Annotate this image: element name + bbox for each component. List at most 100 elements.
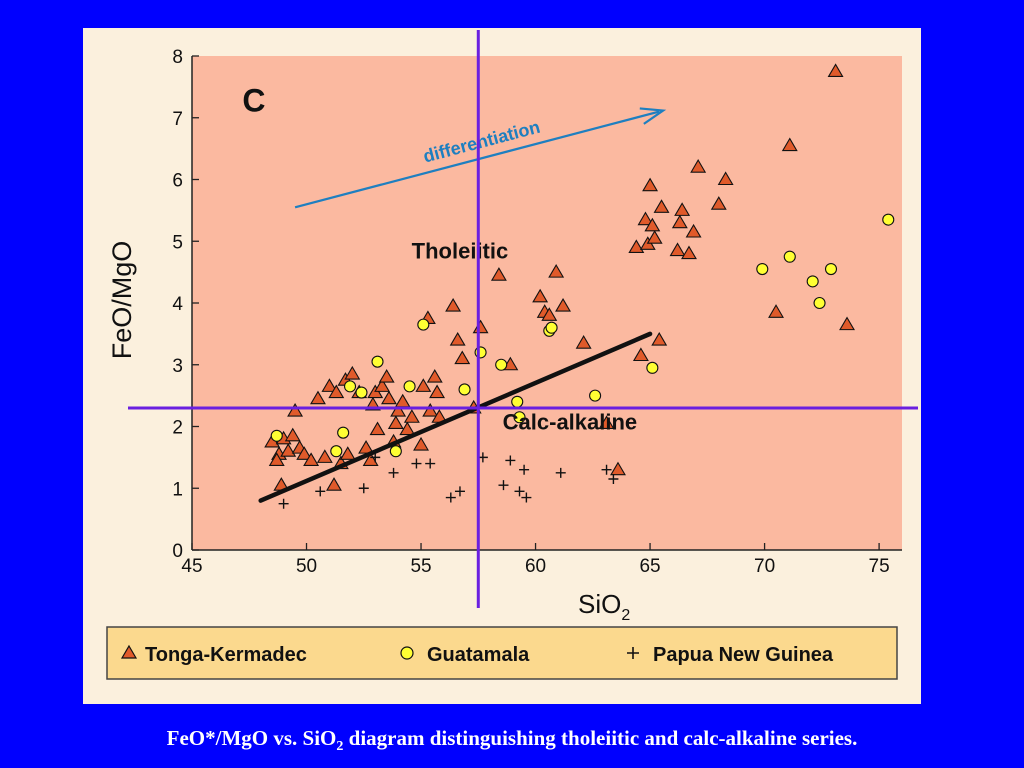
guatamala-point [330, 445, 343, 458]
tonga-kermadec-point [326, 477, 342, 491]
papua-new-guinea-point [370, 452, 381, 463]
tonga-kermadec-point [454, 350, 471, 365]
tonga-kermadec-point [674, 202, 691, 216]
tonga-kermadec-point [429, 384, 446, 399]
guatamala-point [371, 355, 384, 368]
papua-new-guinea-point [519, 464, 530, 475]
papua-new-guinea-point [425, 458, 436, 469]
tonga-kermadec-point [827, 63, 844, 77]
tonga-kermadec-point [415, 378, 432, 392]
x-axis-label: SiO2 [578, 589, 630, 624]
guatamala-point [824, 262, 838, 276]
guatamala-point [355, 386, 368, 399]
tonga-kermadec-point [669, 242, 686, 257]
papua-new-guinea-point [514, 486, 525, 497]
arrowhead-icon [639, 107, 667, 125]
legend-label-tonga: Tonga-Kermadec [145, 644, 307, 666]
legend-label-png: Papua New Guinea [653, 644, 834, 666]
caption-subscript: 2 [336, 739, 344, 755]
y-tick-label: 8 [172, 47, 183, 68]
guatamala-point [495, 358, 508, 371]
tonga-kermadec-point [632, 347, 649, 362]
tonga-kermadec-point [390, 402, 407, 417]
tonga-kermadec-point [374, 378, 391, 392]
papua-new-guinea-point [358, 483, 369, 494]
guatamala-point [511, 395, 524, 408]
tonga-kermadec-point [399, 421, 416, 436]
calc-alkaline-label: Calc-alkaline [503, 410, 638, 435]
panel-label: C [242, 83, 265, 119]
tonga-kermadec-point [280, 443, 297, 457]
y-tick-label: 1 [172, 479, 183, 500]
x-tick-label: 45 [181, 556, 202, 577]
papua-new-guinea-point [454, 486, 465, 497]
tonga-kermadec-point [284, 427, 301, 442]
legend-label-guatamala: Guatamala [427, 644, 530, 666]
guatamala-point [474, 346, 487, 359]
tonga-kermadec-point [541, 307, 558, 321]
tonga-kermadec-point [381, 390, 397, 405]
tonga-kermadec-point [339, 446, 356, 460]
guatamala-point [343, 380, 357, 393]
tonga-kermadec-point [369, 421, 386, 436]
x-tick-label: 55 [410, 556, 431, 577]
tonga-kermadec-point [310, 390, 326, 405]
papua-new-guinea-point [411, 458, 422, 469]
guatamala-point [783, 250, 796, 263]
y-tick-label: 6 [172, 171, 183, 192]
x-tick-label: 50 [296, 556, 317, 577]
tonga-kermadec-point [490, 267, 507, 281]
tonga-kermadec-point [387, 415, 404, 429]
tonga-kermadec-point [316, 449, 333, 463]
guatamala-point [458, 383, 471, 396]
guatamala-point [882, 213, 895, 226]
papua-new-guinea-point [608, 473, 619, 484]
tholeiitic-label: Tholeiitic [412, 239, 509, 264]
legend-triangle-icon [120, 644, 138, 659]
tonga-kermadec-point [575, 335, 592, 349]
tonga-kermadec-point [445, 297, 462, 312]
y-axis-label: FeO/MgO [107, 241, 137, 360]
tonga-kermadec-point [287, 402, 304, 417]
guatamala-point [806, 275, 819, 288]
legend-circle-icon [400, 646, 414, 660]
guatamala-point [756, 262, 769, 276]
guatamala-point [389, 445, 402, 458]
papua-new-guinea-point [498, 480, 509, 491]
y-tick-label: 2 [172, 418, 183, 439]
guatamala-point [403, 380, 416, 393]
tonga-kermadec-point [651, 331, 668, 346]
tonga-kermadec-point [646, 230, 663, 244]
x-tick-label: 70 [754, 556, 775, 577]
tonga-kermadec-point [403, 409, 420, 423]
x-tick-label: 60 [525, 556, 546, 577]
tonga-kermadec-point [532, 288, 549, 303]
papua-new-guinea-point [601, 464, 612, 475]
caption-text-after: diagram distinguishing tholeiitic and ca… [343, 726, 858, 750]
tonga-kermadec-point [628, 239, 645, 253]
tonga-kermadec-point [362, 452, 379, 467]
x-tick-label: 75 [869, 556, 890, 577]
tonga-kermadec-point [781, 137, 798, 152]
guatamala-point [337, 426, 350, 439]
tonga-kermadec-point [555, 297, 571, 312]
y-tick-label: 4 [172, 294, 183, 315]
guatamala-point [589, 389, 602, 402]
tonga-kermadec-point [378, 369, 395, 383]
papua-new-guinea-point [555, 467, 566, 478]
figure-panel: 45 50 55 60 65 70 75 0 1 2 3 4 5 6 7 8 differentiation T… [83, 28, 921, 704]
tonga-kermadec-point [681, 245, 697, 260]
tonga-kermadec-point [690, 159, 707, 173]
tonga-kermadec-point [685, 223, 702, 238]
legend: Tonga-Kermadec Guatamala Papua New Guine… [106, 626, 898, 680]
tonga-kermadec-point [344, 365, 361, 380]
tonga-kermadec-point [653, 199, 670, 213]
divider-line [258, 331, 653, 503]
papua-new-guinea-point [521, 492, 532, 503]
tonga-kermadec-point [671, 214, 688, 229]
tonga-kermadec-point [268, 452, 285, 467]
tonga-kermadec-point [644, 217, 661, 232]
